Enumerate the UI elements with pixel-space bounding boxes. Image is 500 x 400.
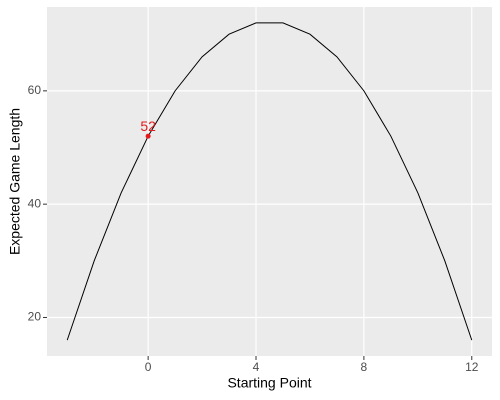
highlight-point xyxy=(145,133,151,139)
y-tick-label: 20 xyxy=(28,310,42,324)
line xyxy=(66,22,473,341)
x-tick-label: 0 xyxy=(145,360,152,374)
x-axis-title: Starting Point xyxy=(227,375,311,391)
x-tick-label: 4 xyxy=(253,360,260,374)
y-tick-label: 60 xyxy=(28,83,42,97)
x-tick-label: 12 xyxy=(465,360,479,374)
y-tick-label: 40 xyxy=(28,196,42,210)
panel xyxy=(47,7,492,356)
y-axis-title: Expected Game Length xyxy=(7,108,23,255)
highlight-label: 52 xyxy=(140,118,156,134)
x-tick-label: 8 xyxy=(361,360,368,374)
